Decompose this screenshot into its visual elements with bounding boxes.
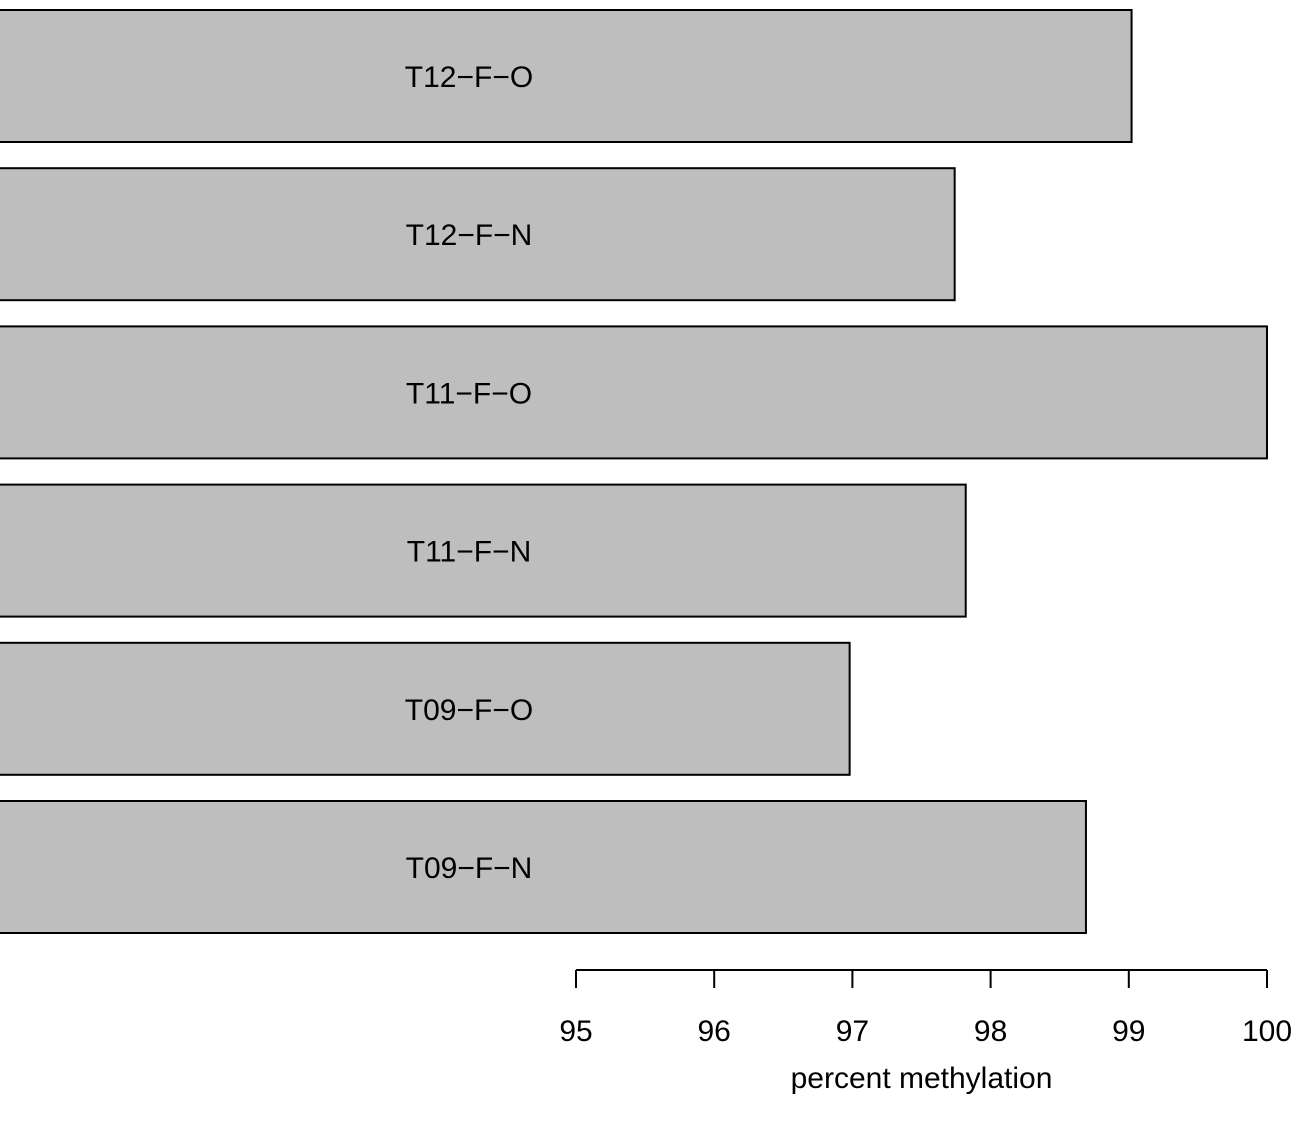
bar-labels-group: T12−F−O T12−F−N T11−F−O T11−F−N T09−F−O T09−F… [405, 61, 533, 885]
x-axis: 95 96 97 98 99 100 [559, 969, 1292, 1048]
bar [0, 167, 956, 302]
x-axis-title: percent methylation [791, 1062, 1053, 1095]
x-tick-label: 95 [559, 1015, 592, 1048]
bar-label: T09−F−N [406, 852, 533, 885]
bar [0, 641, 851, 776]
x-tick-label: 97 [836, 1015, 869, 1048]
bar-label: T09−F−O [405, 694, 533, 727]
bar [0, 800, 1087, 934]
x-tick-label: 99 [1112, 1015, 1145, 1048]
x-tick-label: 100 [1242, 1015, 1292, 1048]
bar-label: T11−F−N [407, 536, 532, 569]
x-tick-label: 96 [698, 1015, 731, 1048]
bar [0, 9, 1133, 143]
x-ticks-group: 95 96 97 98 99 100 [559, 970, 1292, 1048]
x-tick-label: 98 [974, 1015, 1007, 1048]
bar-label: T11−F−O [406, 377, 532, 410]
bar-label: T12−F−O [405, 61, 533, 94]
bars-group [0, 9, 1268, 934]
bar-label: T12−F−N [406, 219, 533, 252]
bar [0, 325, 1268, 460]
bar [0, 483, 967, 618]
